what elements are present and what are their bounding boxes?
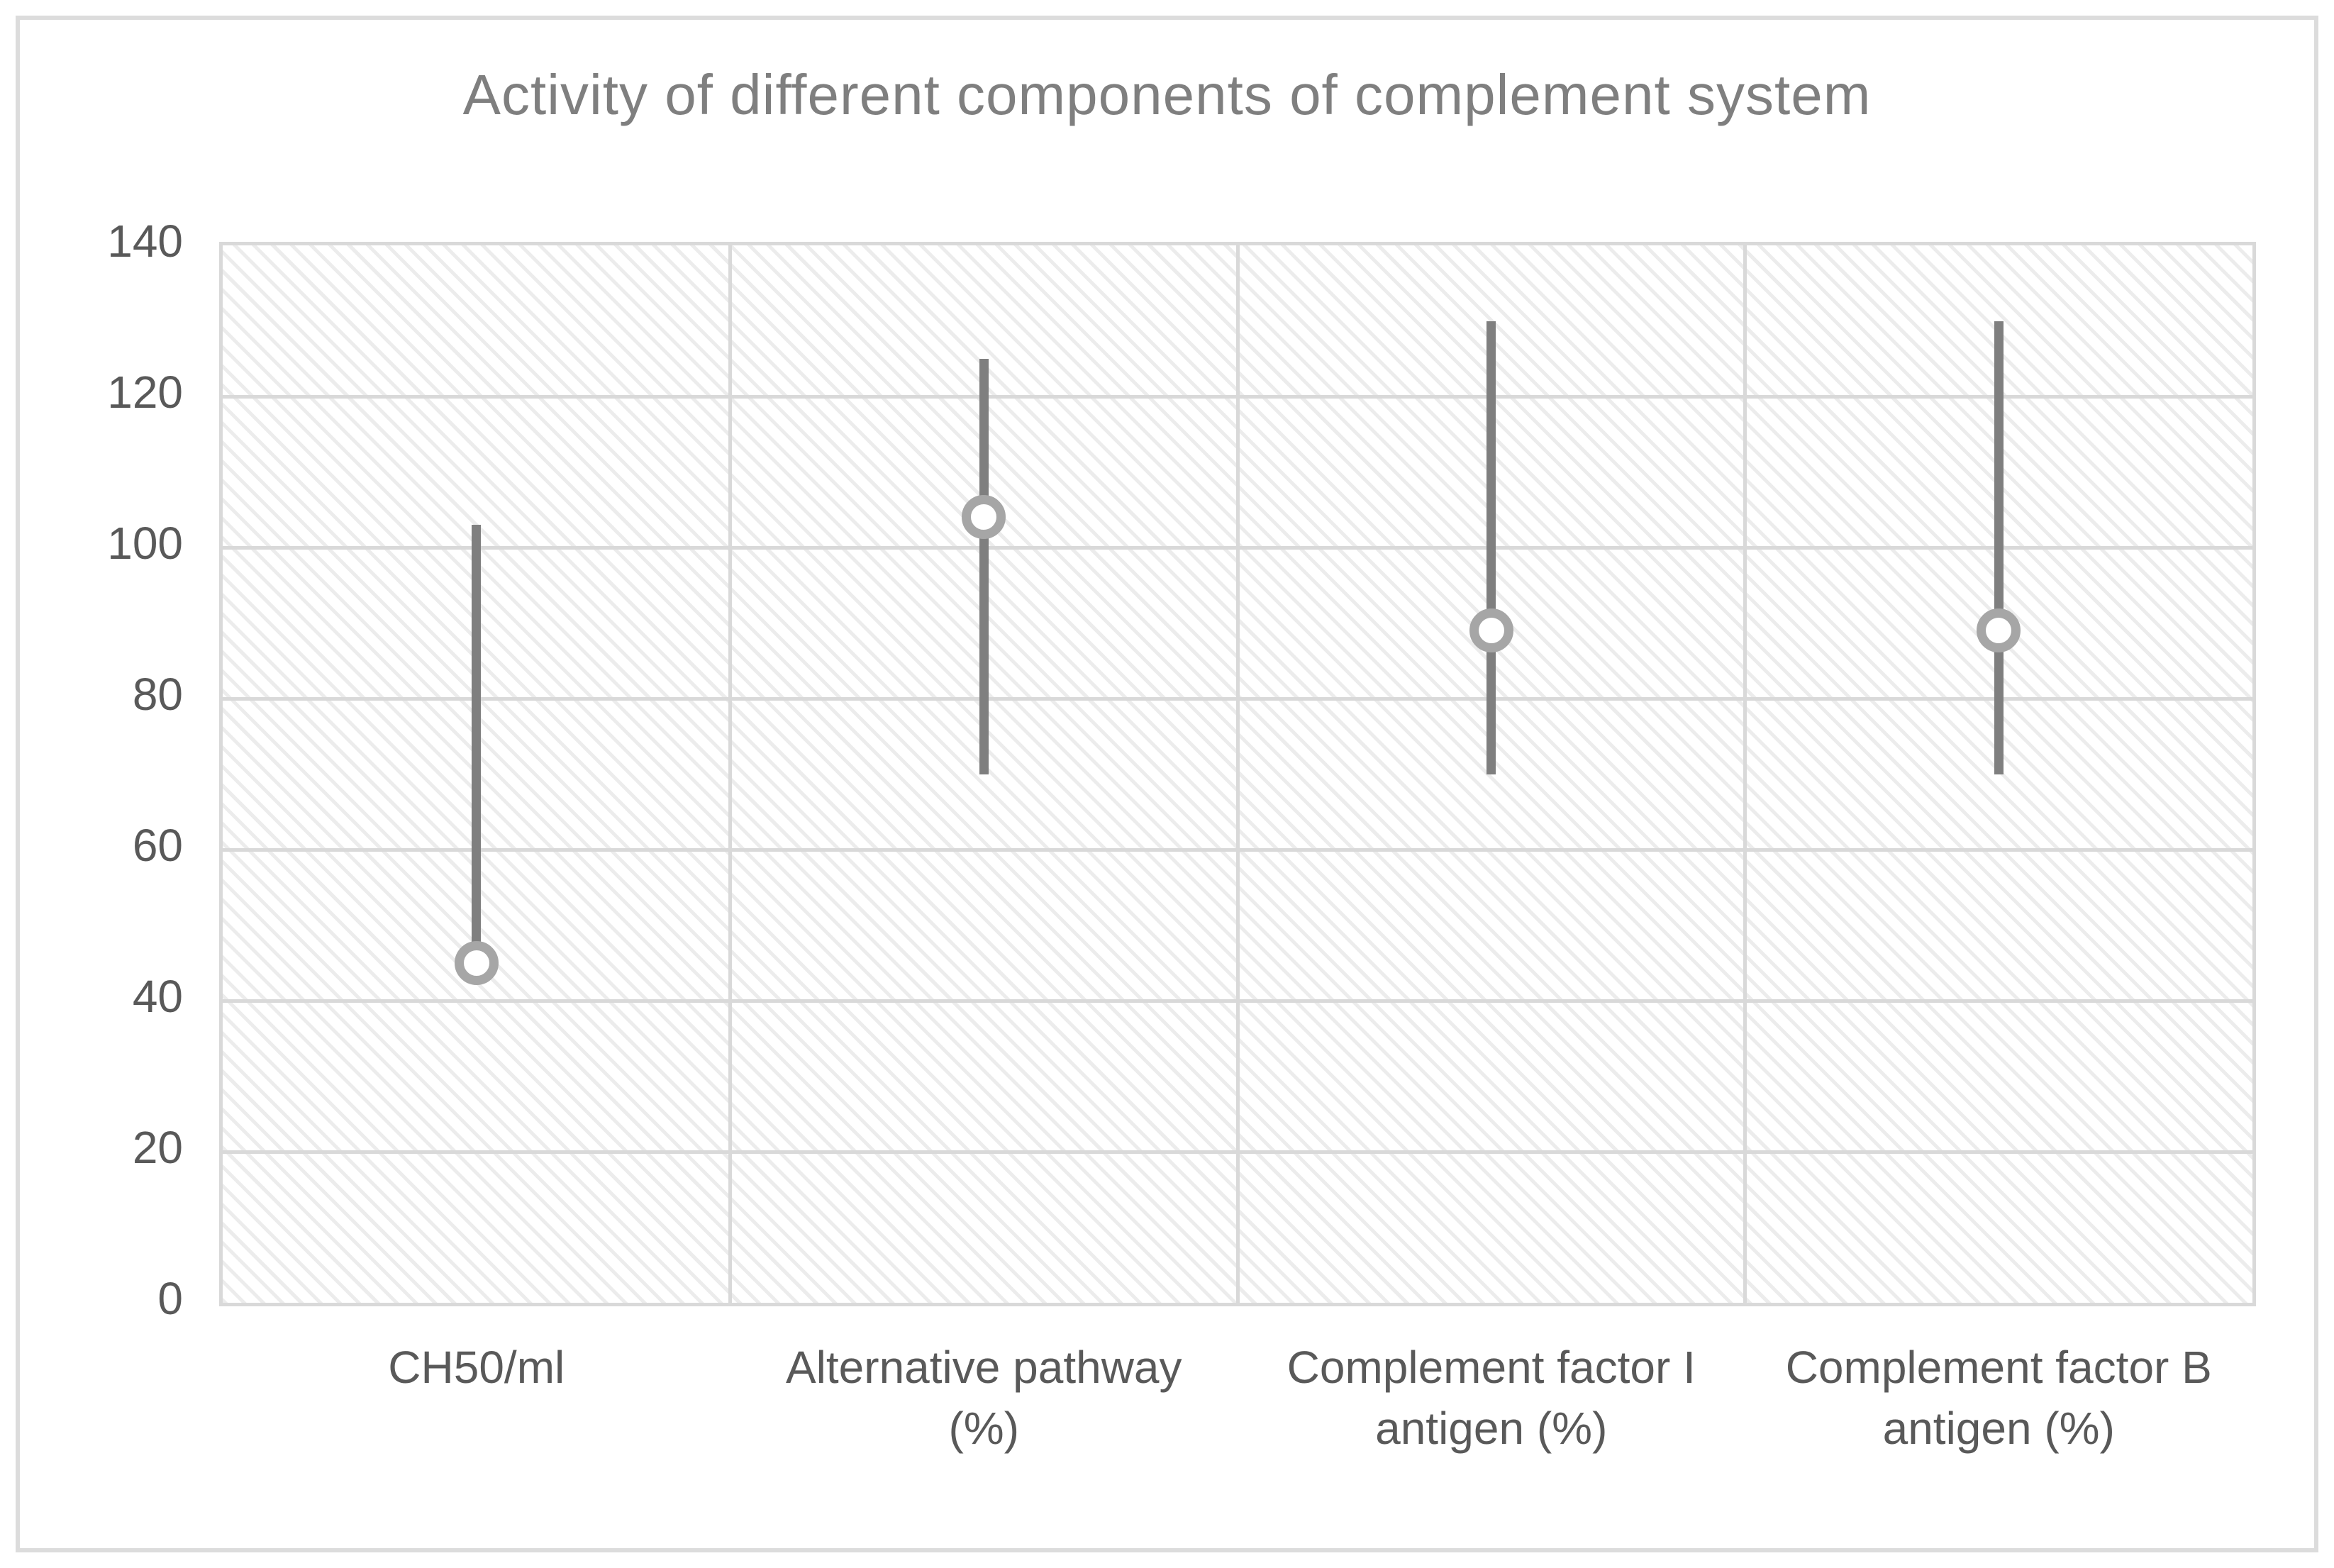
- category-label-line: Alternative pathway: [785, 1342, 1182, 1393]
- category-label: Alternative pathway (%): [730, 1337, 1238, 1459]
- data-point-marker: [1977, 608, 2021, 653]
- y-tick-label: 140: [107, 216, 183, 267]
- hilo-range-line: [1486, 321, 1496, 774]
- category-label-line: antigen (%): [1882, 1403, 2115, 1454]
- y-tick-label: 80: [132, 669, 183, 720]
- v-gridline: [1235, 245, 1240, 1303]
- category-label-line: (%): [948, 1403, 1020, 1454]
- hilo-range-line: [1994, 321, 2004, 774]
- category-label-line: Complement factor I: [1287, 1342, 1696, 1393]
- y-tick-label: 20: [132, 1122, 183, 1173]
- hilo-range-line: [472, 525, 482, 963]
- y-tick-label: 60: [132, 820, 183, 871]
- category-label-line: Complement factor B: [1785, 1342, 2212, 1393]
- category-label-line: antigen (%): [1375, 1403, 1608, 1454]
- category-label-line: CH50/ml: [388, 1342, 565, 1393]
- chart-title: Activity of different components of comp…: [462, 63, 1872, 126]
- hilo-range-line: [979, 358, 989, 774]
- v-gridline: [728, 245, 732, 1303]
- data-point-marker: [454, 940, 499, 985]
- category-label: CH50/ml: [223, 1337, 730, 1398]
- y-tick-label: 40: [132, 971, 183, 1022]
- y-tick-label: 0: [157, 1273, 183, 1324]
- category-label: Complement factor I antigen (%): [1238, 1337, 1745, 1459]
- y-tick-label: 120: [107, 367, 183, 418]
- v-gridline: [1743, 245, 1747, 1303]
- data-point-marker: [1469, 608, 1513, 653]
- y-tick-label: 100: [107, 518, 183, 569]
- category-label: Complement factor B antigen (%): [1745, 1337, 2253, 1459]
